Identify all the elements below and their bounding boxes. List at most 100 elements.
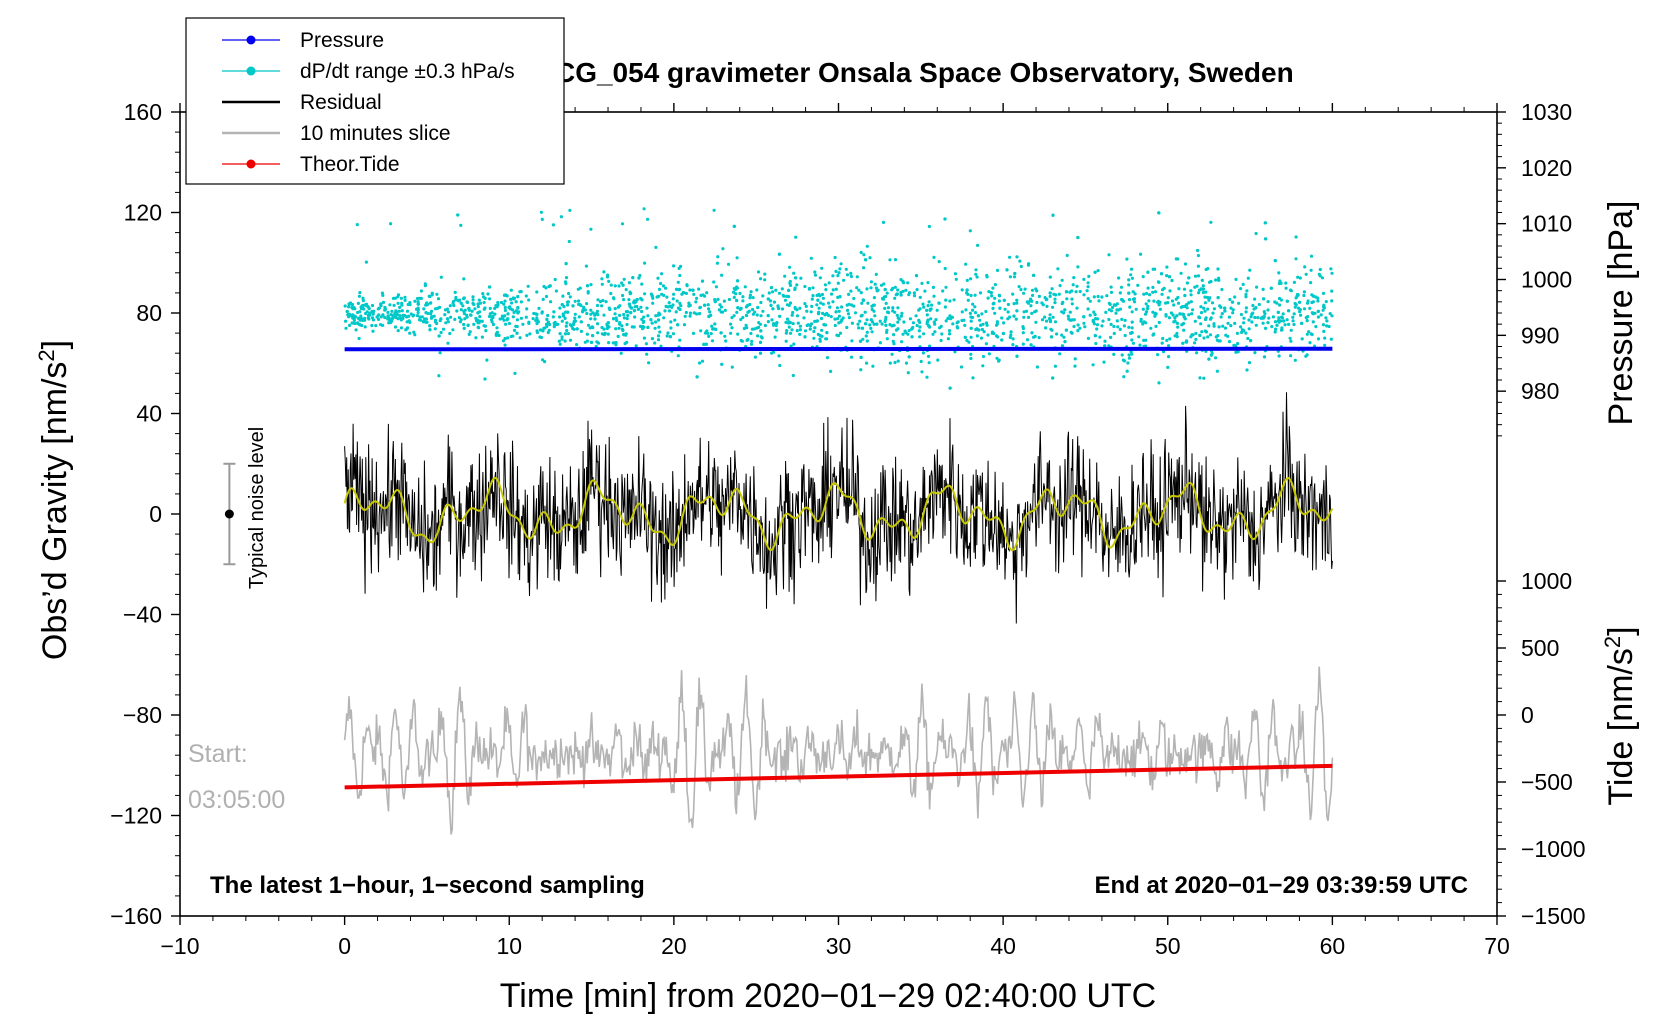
dpdt-point	[1193, 319, 1197, 323]
dpdt-point	[736, 332, 740, 336]
dpdt-point	[975, 334, 980, 338]
dpdt-point	[401, 313, 405, 317]
dpdt-point	[771, 350, 776, 354]
dpdt-point	[539, 210, 544, 214]
dpdt-point	[963, 323, 967, 327]
legend-label: Pressure	[300, 29, 384, 52]
dpdt-point	[395, 310, 399, 314]
dpdt-point	[1296, 292, 1300, 297]
dpdt-point	[1063, 340, 1067, 344]
dpdt-point	[472, 322, 476, 326]
dpdt-point	[973, 305, 977, 309]
dpdt-point	[730, 326, 734, 330]
dpdt-point	[1058, 352, 1062, 356]
dpdt-point	[1253, 351, 1257, 355]
dpdt-point	[499, 300, 504, 305]
dpdt-point	[1197, 315, 1201, 319]
dpdt-point	[593, 313, 597, 317]
dpdt-point	[622, 298, 626, 302]
dpdt-point	[1096, 294, 1100, 299]
dpdt-point	[672, 292, 676, 296]
dpdt-point	[1132, 300, 1137, 304]
dpdt-point	[363, 325, 367, 329]
dpdt-point	[462, 277, 466, 281]
dpdt-point	[1168, 337, 1172, 341]
start-label: Start:	[188, 740, 248, 768]
dpdt-point	[904, 361, 909, 365]
dpdt-point	[813, 270, 817, 274]
dpdt-point	[1193, 274, 1198, 278]
dpdt-point	[568, 323, 573, 327]
dpdt-point	[346, 313, 350, 317]
x-tick-label: 70	[1484, 933, 1510, 959]
dpdt-point	[1307, 330, 1311, 334]
dpdt-point	[617, 284, 621, 288]
dpdt-point	[820, 334, 824, 338]
dpdt-point	[794, 276, 798, 280]
dpdt-point	[1254, 306, 1258, 310]
dpdt-point	[1294, 235, 1298, 239]
dpdt-point	[589, 308, 593, 312]
dpdt-point	[1118, 291, 1122, 295]
dpdt-point	[360, 317, 364, 321]
dpdt-point	[621, 293, 625, 298]
dpdt-point	[586, 323, 591, 327]
dpdt-point	[1015, 301, 1019, 305]
dpdt-point	[1309, 332, 1313, 336]
dpdt-point	[788, 279, 792, 284]
dpdt-point	[1250, 320, 1254, 324]
dpdt-point	[1249, 339, 1253, 343]
dpdt-point	[1277, 354, 1281, 358]
dpdt-point	[862, 266, 866, 270]
dpdt-point	[640, 317, 644, 321]
dpdt-point	[477, 298, 481, 302]
dpdt-point	[1242, 321, 1246, 325]
dpdt-point	[1060, 333, 1064, 337]
dpdt-point	[873, 282, 877, 286]
dpdt-point	[1086, 307, 1090, 311]
dpdt-point	[1322, 329, 1326, 333]
dpdt-point	[984, 309, 988, 314]
dpdt-point	[566, 310, 570, 314]
x-tick-label: 20	[661, 933, 687, 959]
dpdt-point	[750, 327, 755, 331]
dpdt-point	[1026, 315, 1031, 319]
dpdt-point	[1309, 254, 1314, 258]
dpdt-point	[1184, 340, 1188, 344]
dpdt-point	[1302, 307, 1307, 311]
dpdt-point	[1060, 278, 1064, 282]
legend-marker	[246, 66, 256, 76]
dpdt-point	[488, 285, 492, 289]
dpdt-point	[370, 316, 375, 320]
dpdt-point	[1267, 316, 1271, 320]
dpdt-point	[1310, 300, 1314, 305]
dpdt-point	[858, 339, 863, 343]
dpdt-point	[705, 291, 709, 295]
dpdt-point	[1086, 297, 1090, 301]
dpdt-point	[1214, 278, 1218, 282]
dpdt-point	[744, 313, 749, 318]
dpdt-point	[1167, 355, 1171, 359]
dpdt-point	[572, 319, 577, 323]
dpdt-point	[944, 319, 948, 323]
dpdt-point	[445, 307, 449, 311]
dpdt-point	[1005, 268, 1009, 272]
dpdt-point	[459, 301, 463, 305]
dpdt-point	[891, 309, 895, 313]
dpdt-point	[1053, 297, 1057, 301]
dpdt-point	[927, 324, 931, 328]
dpdt-point	[812, 336, 816, 340]
dpdt-point	[1289, 328, 1293, 332]
dpdt-point	[1239, 312, 1243, 317]
dpdt-point	[1131, 297, 1135, 301]
dpdt-point	[886, 310, 890, 314]
dpdt-point	[859, 368, 863, 372]
dpdt-point	[381, 300, 386, 304]
dpdt-point	[1151, 333, 1155, 337]
dpdt-point	[353, 307, 357, 311]
dpdt-point	[1206, 307, 1210, 311]
dpdt-point	[633, 315, 637, 319]
dpdt-point	[1109, 335, 1113, 339]
dpdt-point	[575, 327, 579, 331]
dpdt-point	[483, 296, 487, 300]
